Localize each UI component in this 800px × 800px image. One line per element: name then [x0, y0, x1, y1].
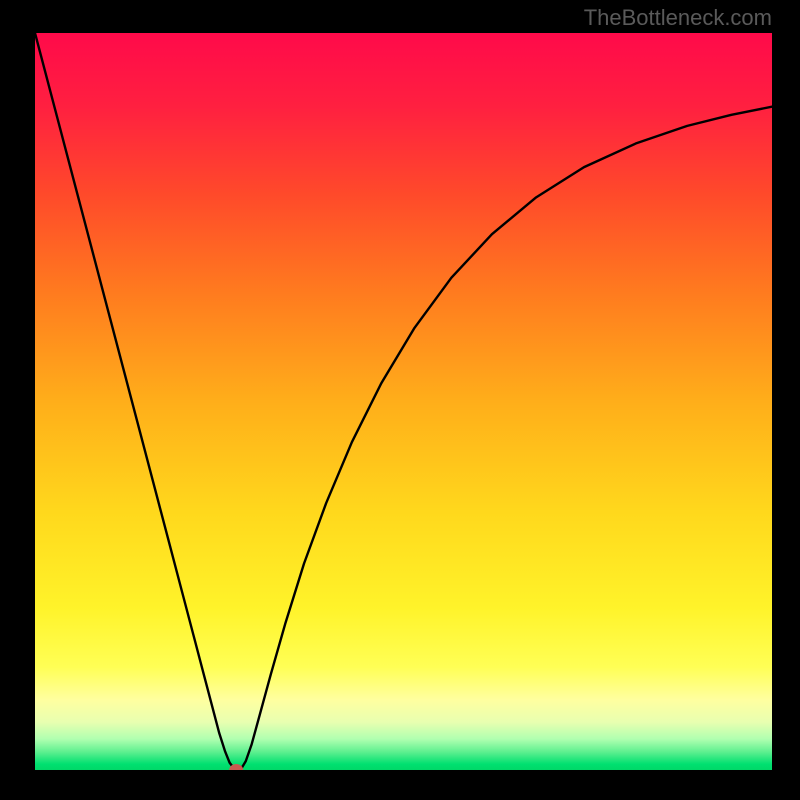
chart-container: { "chart": { "type": "line", "canvas": {…: [0, 0, 800, 800]
watermark-text: TheBottleneck.com: [584, 5, 772, 31]
plot-area: [35, 33, 772, 770]
curve-svg: [35, 33, 772, 770]
bottleneck-curve: [35, 33, 772, 770]
